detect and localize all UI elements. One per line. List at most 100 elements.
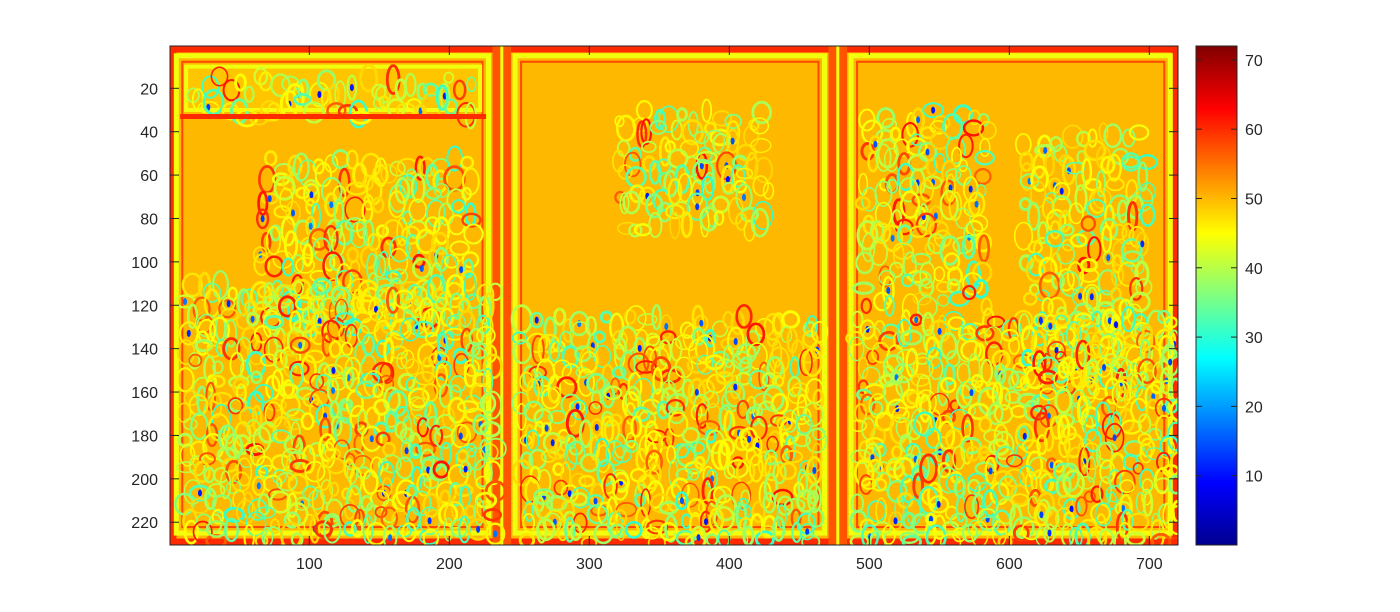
heatmap-texture-ring bbox=[632, 406, 651, 423]
heatmap-texture-ring bbox=[587, 333, 599, 358]
heatmap-texture-spot bbox=[1038, 316, 1043, 324]
heatmap-texture-ring bbox=[656, 400, 671, 420]
heatmap-texture-ring bbox=[1132, 187, 1154, 212]
heatmap-texture-ring bbox=[295, 186, 311, 200]
heatmap-texture-ring bbox=[251, 404, 263, 433]
heatmap-texture-ring bbox=[675, 334, 695, 351]
heatmap-texture-ring bbox=[963, 222, 976, 253]
heatmap-texture-ring bbox=[900, 329, 923, 346]
heatmap-texture-ring bbox=[319, 417, 332, 442]
heatmap-texture-ring bbox=[997, 367, 1020, 391]
heatmap-texture-ring bbox=[603, 385, 623, 400]
heatmap-texture-spot bbox=[937, 327, 942, 335]
heatmap-texture-ring bbox=[371, 83, 387, 101]
heatmap-texture-spot bbox=[186, 329, 191, 337]
heatmap-texture-ring bbox=[776, 416, 793, 431]
heatmap-texture-spot bbox=[419, 265, 424, 272]
heatmap-texture-ring bbox=[425, 187, 443, 200]
heatmap-texture-ring bbox=[1129, 291, 1151, 313]
heatmap-texture-ring bbox=[227, 397, 244, 415]
heatmap-texture-ring bbox=[360, 425, 383, 452]
heatmap-texture-spot bbox=[988, 467, 993, 475]
heatmap-texture-ring bbox=[1070, 402, 1082, 423]
heatmap-texture-ring bbox=[372, 383, 384, 399]
heatmap-texture-spot bbox=[725, 176, 730, 183]
heatmap-texture-ring bbox=[970, 214, 989, 232]
heatmap-texture-ring bbox=[1084, 178, 1102, 192]
heatmap-texture-ring bbox=[974, 149, 995, 166]
heatmap-texture-ring bbox=[423, 476, 439, 490]
heatmap-texture-ring bbox=[308, 489, 326, 511]
heatmap-texture-ring bbox=[619, 192, 630, 215]
heatmap-texture-ring bbox=[912, 472, 925, 499]
heatmap-texture-ring bbox=[1030, 404, 1048, 421]
heatmap-texture-ring bbox=[1054, 325, 1076, 346]
heatmap-texture-ring bbox=[1105, 177, 1125, 192]
colorbar bbox=[1195, 45, 1238, 546]
heatmap-texture-ring bbox=[346, 74, 358, 101]
heatmap-texture-ring bbox=[919, 453, 938, 484]
heatmap-texture-ring bbox=[1022, 291, 1038, 306]
heatmap-texture-ring bbox=[681, 378, 695, 400]
heatmap-texture-ring bbox=[781, 449, 804, 464]
heatmap-texture-ring bbox=[935, 281, 952, 293]
heatmap-texture-ring bbox=[511, 331, 527, 345]
heatmap-texture-ring bbox=[646, 519, 669, 535]
heatmap-texture-ring bbox=[1021, 520, 1042, 541]
heatmap-texture-ring bbox=[1090, 485, 1104, 504]
heatmap-texture-ring bbox=[1120, 237, 1143, 263]
heatmap-texture-ring bbox=[601, 384, 616, 409]
heatmap-texture-ring bbox=[1099, 459, 1116, 484]
heatmap-texture-ring bbox=[648, 159, 662, 185]
heatmap-texture-ring bbox=[1017, 425, 1030, 442]
heatmap-texture-spot bbox=[260, 215, 265, 223]
heatmap-texture-ring bbox=[933, 266, 946, 282]
heatmap-texture-ring bbox=[386, 286, 400, 314]
heatmap-texture-ring bbox=[1129, 358, 1146, 378]
heatmap-texture-ring bbox=[704, 328, 716, 348]
heatmap-texture-ring bbox=[724, 380, 746, 408]
heatmap-texture-ring bbox=[416, 472, 432, 497]
heatmap-texture-ring bbox=[745, 151, 759, 180]
heatmap-texture-spot bbox=[459, 266, 464, 274]
heatmap-texture-ring bbox=[861, 119, 884, 145]
heatmap-texture-ring bbox=[1139, 203, 1156, 227]
heatmap-texture-ring bbox=[724, 113, 742, 130]
heatmap-texture-ring bbox=[1104, 423, 1125, 453]
heatmap-texture-ring bbox=[708, 507, 725, 533]
heatmap-texture-ring bbox=[206, 374, 218, 392]
heatmap-texture-ring bbox=[898, 177, 919, 203]
heatmap-texture-ring bbox=[316, 463, 331, 491]
heatmap-texture-ring bbox=[449, 240, 470, 256]
heatmap-texture-ring bbox=[578, 346, 599, 376]
heatmap-texture-ring bbox=[322, 251, 344, 281]
heatmap-texture-ring bbox=[997, 534, 1013, 545]
heatmap-texture-ring bbox=[404, 72, 417, 98]
heatmap-texture-ring bbox=[348, 278, 369, 298]
heatmap-texture-ring bbox=[451, 199, 466, 214]
heatmap-texture-ring bbox=[270, 73, 291, 97]
heatmap-texture-ring bbox=[998, 387, 1011, 411]
heatmap-texture-ring bbox=[918, 277, 935, 298]
heatmap-texture-ring bbox=[312, 295, 325, 312]
heatmap-texture-ring bbox=[302, 243, 314, 267]
heatmap-texture-ring bbox=[302, 101, 325, 124]
heatmap-texture-ring bbox=[939, 331, 958, 360]
heatmap-texture-ring bbox=[349, 221, 368, 249]
heatmap-texture-spot bbox=[1069, 505, 1074, 513]
heatmap-texture-ring bbox=[396, 216, 408, 247]
heatmap-texture-ring bbox=[390, 318, 412, 341]
heatmap-texture-ring bbox=[697, 498, 719, 517]
heatmap-texture-ring bbox=[421, 356, 435, 383]
heatmap-texture-ring bbox=[209, 374, 226, 388]
heatmap-texture-ring bbox=[893, 362, 914, 384]
heatmap-texture-spot bbox=[696, 534, 701, 542]
heatmap-texture-ring bbox=[1053, 370, 1069, 389]
heatmap-texture-ring bbox=[900, 309, 912, 337]
heatmap-texture-ring bbox=[345, 149, 359, 170]
heatmap-texture-ring bbox=[1062, 425, 1077, 441]
heatmap-texture-ring bbox=[414, 155, 426, 181]
heatmap-texture-ring bbox=[390, 345, 409, 360]
heatmap-texture-ring bbox=[694, 455, 706, 470]
